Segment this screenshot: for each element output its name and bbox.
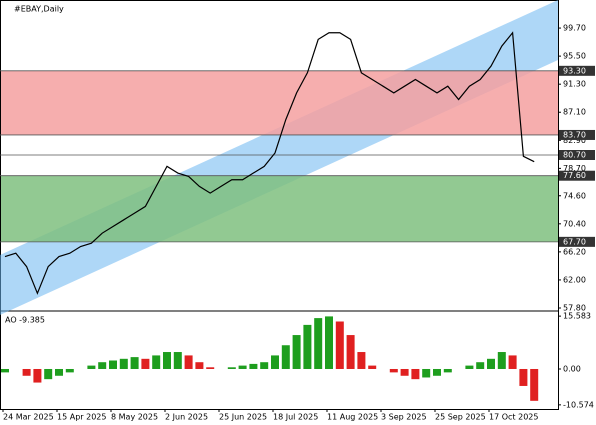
level-box: [559, 236, 595, 247]
y-tick-label: 91.30: [563, 80, 586, 89]
ao-bar: [22, 368, 31, 376]
ao-bar: [443, 368, 452, 373]
ao-bar: [119, 358, 128, 369]
ao-bar: [141, 358, 150, 369]
ao-bar: [389, 368, 398, 373]
ao-bar: [195, 362, 204, 369]
ao-bar: [130, 357, 139, 369]
x-tick-label: 25 Sep 2025: [435, 413, 486, 422]
y-tick-label: 0.00: [563, 364, 581, 373]
ao-bar: [109, 360, 117, 369]
level-label: 80.70: [563, 151, 586, 160]
x-tick-label: 8 May 2025: [111, 413, 158, 422]
zone: [1, 175, 558, 242]
ao-bar: [44, 368, 53, 380]
ao-bar: [530, 368, 539, 401]
ao-bar: [1, 368, 9, 373]
ao-bar: [292, 335, 301, 369]
zone: [1, 70, 558, 135]
x-tick-label: 15 Apr 2025: [57, 413, 106, 422]
y-tick-label: 74.60: [563, 191, 586, 200]
ao-bar: [422, 368, 431, 378]
ao-bar: [33, 368, 42, 383]
ao-bar: [281, 345, 290, 369]
chart-title: #EBAY,Daily: [14, 5, 64, 14]
y-tick-label: 70.40: [563, 219, 586, 228]
y-tick-label: 99.70: [563, 24, 586, 33]
y-tick-label: 78.70: [563, 164, 586, 173]
ao-bar: [303, 324, 312, 369]
ao-bar: [465, 365, 474, 369]
ao-bar: [227, 367, 236, 369]
y-tick-label: -10.574: [563, 400, 594, 409]
ao-bar: [325, 316, 333, 369]
ao-bar: [411, 368, 420, 380]
ao-bar: [433, 368, 441, 376]
level-box: [559, 150, 595, 160]
ao-bar: [508, 355, 517, 369]
price-line: [4, 31, 535, 295]
y-tick-label: 82.90: [563, 136, 586, 145]
ao-bar: [152, 355, 161, 369]
ao-bar: [346, 335, 355, 369]
ao-bar: [314, 318, 323, 369]
ao-bar: [87, 365, 96, 369]
y-tick-label: 15.583: [563, 312, 591, 321]
ao-bar: [98, 362, 107, 369]
level-label: 93.30: [563, 66, 586, 75]
y-tick-label: 62.00: [563, 275, 586, 284]
ao-bar: [357, 352, 366, 369]
level-label: 77.60: [563, 171, 586, 180]
y-tick-label: 57.80: [563, 303, 586, 312]
level-label: 83.70: [563, 130, 586, 139]
y-tick-label: 66.20: [563, 247, 586, 256]
ao-bar: [368, 365, 377, 369]
ao-bar: [260, 362, 269, 369]
y-tick-label: 95.50: [563, 52, 586, 61]
ao-bar: [249, 363, 258, 369]
ao-bar: [476, 362, 485, 369]
indicator-title: AO -9.385: [5, 316, 45, 325]
x-tick-label: 11 Aug 2025: [327, 413, 378, 422]
ao-bar: [497, 352, 506, 369]
ao-bar: [173, 352, 182, 369]
level-box: [559, 129, 595, 140]
ao-bar: [163, 352, 171, 369]
trend-channel: [0, 0, 558, 315]
x-tick-label: 18 Jul 2025: [273, 413, 318, 422]
ao-bar: [335, 321, 344, 369]
x-tick-label: 2 Jun 2025: [165, 413, 208, 422]
level-label: 67.70: [563, 237, 586, 246]
y-tick-label: 87.10: [563, 108, 586, 117]
ao-bar: [65, 368, 74, 373]
ao-bar: [519, 368, 528, 386]
ao-bar: [487, 358, 495, 369]
ao-bar: [55, 368, 63, 376]
ao-bar: [400, 368, 409, 376]
ao-bar: [184, 355, 193, 369]
ao-bar: [238, 365, 247, 369]
x-tick-label: 3 Sep 2025: [381, 413, 427, 422]
x-tick-label: 24 Mar 2025: [3, 413, 54, 422]
level-box: [559, 65, 595, 76]
x-tick-label: 25 Jun 2025: [219, 413, 267, 422]
x-tick-label: 17 Oct 2025: [489, 413, 538, 422]
ao-bar: [271, 355, 279, 369]
frame: [0, 0, 559, 410]
ao-bar: [206, 367, 215, 369]
level-box: [559, 170, 595, 181]
